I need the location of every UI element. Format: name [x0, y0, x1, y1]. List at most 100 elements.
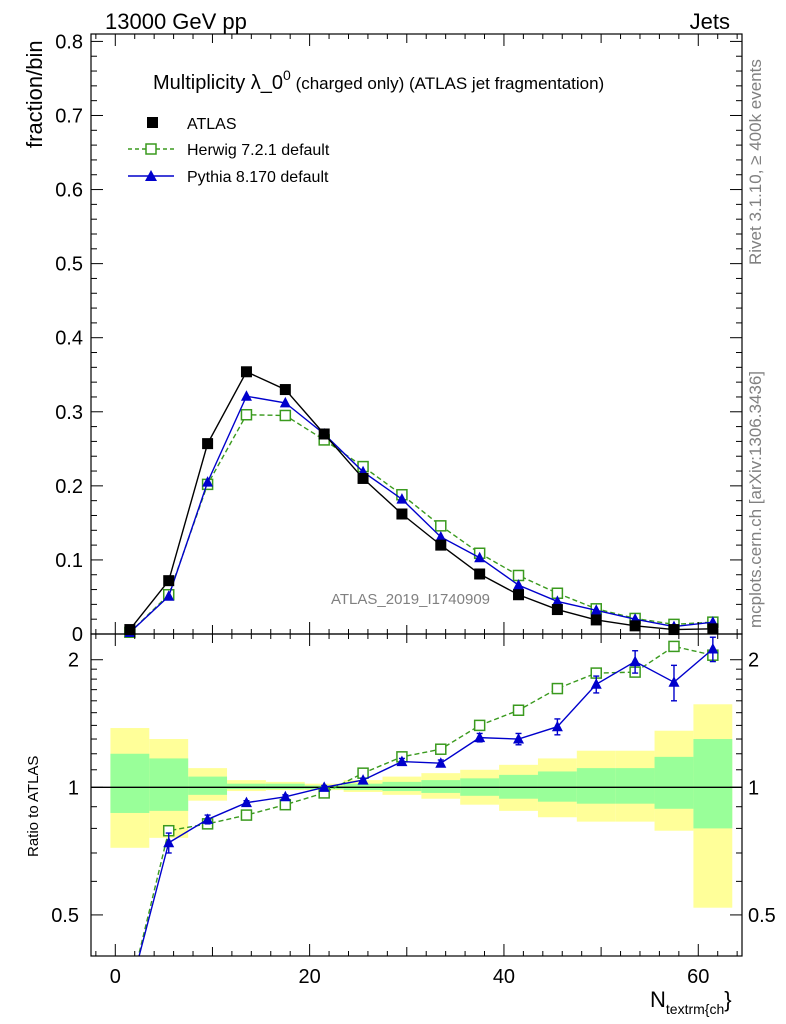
category-label: Jets — [690, 9, 730, 34]
ratio-pythia-point-2 — [202, 813, 214, 824]
legend-pythia-marker — [145, 170, 157, 181]
main-y-tick-label-1: 0.1 — [55, 550, 83, 572]
main-y-tick-label-0: 0 — [72, 624, 83, 646]
main-pythia-point-3 — [240, 390, 252, 401]
main-atlas-point-6 — [357, 472, 369, 484]
ratio-band-inner-4 — [265, 783, 305, 790]
ratio-band-inner-14 — [654, 756, 694, 809]
main-y-tick-label-6: 0.6 — [55, 180, 83, 202]
x-axis-label-subscript: textrm{ch — [666, 1001, 724, 1017]
main-atlas-point-10 — [513, 589, 525, 601]
ratio-pythia-point-15 — [707, 643, 719, 654]
ratio-pythia-line — [138, 648, 714, 956]
ratio-band-inner-15 — [693, 739, 733, 829]
ratio-band-inner-8 — [421, 780, 461, 793]
main-atlas-point-4 — [279, 384, 291, 396]
main-atlas-point-0 — [124, 624, 136, 636]
x-tick-label-2: 40 — [493, 966, 515, 988]
ratio-y-tick-label-left-2: 2 — [68, 650, 79, 672]
main-atlas-point-9 — [474, 568, 486, 580]
main-atlas-point-8 — [435, 539, 447, 551]
main-pythia-line — [129, 395, 713, 634]
main-atlas-point-12 — [590, 614, 602, 626]
main-y-tick-label-8: 0.8 — [55, 31, 83, 53]
main-y-tick-label-3: 0.3 — [55, 402, 83, 424]
ratio-band-inner-0 — [110, 753, 150, 813]
ratio-pythia-point-12 — [590, 678, 602, 689]
x-axis-label-brace: } — [724, 987, 731, 1012]
x-tick-label-1: 20 — [298, 966, 320, 988]
main-atlas-point-13 — [629, 620, 641, 632]
main-herwig-point-8 — [435, 520, 447, 532]
ratio-band-inner-2 — [188, 776, 228, 795]
main-pythia-point-1 — [163, 590, 175, 601]
ratio-pythia-point-1 — [163, 836, 175, 848]
legend-pythia-label: Pythia 8.170 default — [187, 169, 329, 186]
x-tick-label-0: 0 — [110, 966, 121, 988]
main-pythia-point-11 — [551, 595, 563, 606]
main-herwig-line — [129, 414, 713, 634]
ratio-band-inner-1 — [149, 758, 189, 811]
legend-herwig-label: Herwig 7.2.1 default — [187, 142, 330, 159]
ratio-band-inner-13 — [615, 768, 655, 804]
ratio-band-inner-11 — [537, 771, 577, 802]
ratio-pythia-point-3 — [240, 796, 252, 808]
ratio-y-tick-label-right-2: 2 — [748, 650, 759, 672]
legend-atlas-label: ATLAS — [187, 116, 237, 133]
main-atlas-point-7 — [396, 508, 408, 520]
x-tick-label-3: 60 — [687, 966, 709, 988]
main-pythia-point-12 — [590, 604, 602, 615]
main-y-tick-label-2: 0.2 — [55, 476, 83, 498]
plot-title-rest: (charged only) (ATLAS jet fragmentation) — [291, 74, 604, 93]
ratio-frame — [90, 633, 743, 957]
x-axis-label-main: N — [650, 987, 666, 1012]
ratio-y-tick-label-left-0: 0.5 — [51, 905, 79, 927]
main-herwig-point-4 — [279, 409, 292, 422]
main-pythia-point-4 — [279, 396, 291, 408]
main-pythia-point-7 — [396, 493, 408, 504]
ratio-y-tick-label-right-1: 1 — [748, 777, 759, 799]
main-atlas-point-3 — [240, 366, 252, 378]
main-atlas-point-1 — [163, 575, 175, 587]
ratio-band-inner-7 — [382, 781, 422, 792]
legend: ATLAS Herwig 7.2.1 default Pythia 8.170 … — [128, 116, 330, 186]
plot-title-main: Multiplicity λ_0 — [153, 72, 283, 94]
main-y-tick-label-7: 0.7 — [55, 105, 83, 127]
legend-atlas-marker — [147, 117, 158, 128]
main-herwig-point-3 — [240, 408, 253, 421]
ratio-herwig-point-3 — [240, 809, 253, 821]
ratio-pythia-point-9 — [474, 731, 486, 743]
ratio-band-inner-12 — [576, 768, 616, 804]
energy-label: 13000 GeV pp — [105, 9, 247, 34]
main-y-tick-label-5: 0.5 — [55, 254, 83, 276]
main-pythia-point-8 — [435, 530, 447, 542]
plot-title-superscript: 0 — [283, 67, 291, 83]
ratio-pythia-point-4 — [279, 790, 291, 802]
ratio-y-axis-label: Ratio to ATLAS — [25, 756, 42, 857]
ratio-herwig-point-10 — [512, 704, 525, 716]
main-atlas-point-14 — [668, 624, 680, 636]
legend-herwig-marker — [145, 143, 157, 155]
main-y-tick-label-4: 0.4 — [55, 328, 83, 350]
main-atlas-line — [129, 370, 713, 631]
plot-title: Multiplicity λ_00 (charged only) (ATLAS … — [153, 67, 604, 94]
ratio-pythia-point-10 — [513, 733, 525, 744]
ratio-pythia-point-14 — [668, 676, 680, 687]
main-plot-area: 0 0.1 0.2 0.3 0.4 0.5 0.6 0.7 0.8 — [55, 31, 743, 646]
ratio-herwig-point-11 — [551, 682, 564, 695]
main-atlas-point-15 — [707, 623, 719, 635]
main-pythia-point-9 — [474, 551, 486, 563]
main-pythia-point-10 — [513, 579, 525, 590]
ratio-pythia-point-6 — [357, 774, 369, 785]
rivet-version-label: Rivet 3.1.10, ≥ 400k events — [746, 59, 765, 265]
main-atlas-point-5 — [318, 428, 330, 440]
ratio-y-tick-label-left-1: 1 — [68, 777, 79, 799]
ratio-pythia-point-7 — [396, 755, 408, 767]
main-atlas-point-11 — [551, 604, 563, 616]
ratio-y-tick-label-right-0: 0.5 — [748, 905, 776, 927]
analysis-watermark: ATLAS_2019_I1740909 — [331, 591, 490, 608]
ratio-pythia-point-5 — [318, 781, 330, 792]
main-y-axis-label: fraction/bin — [22, 40, 47, 148]
ratio-pythia-point-0 — [124, 985, 135, 996]
